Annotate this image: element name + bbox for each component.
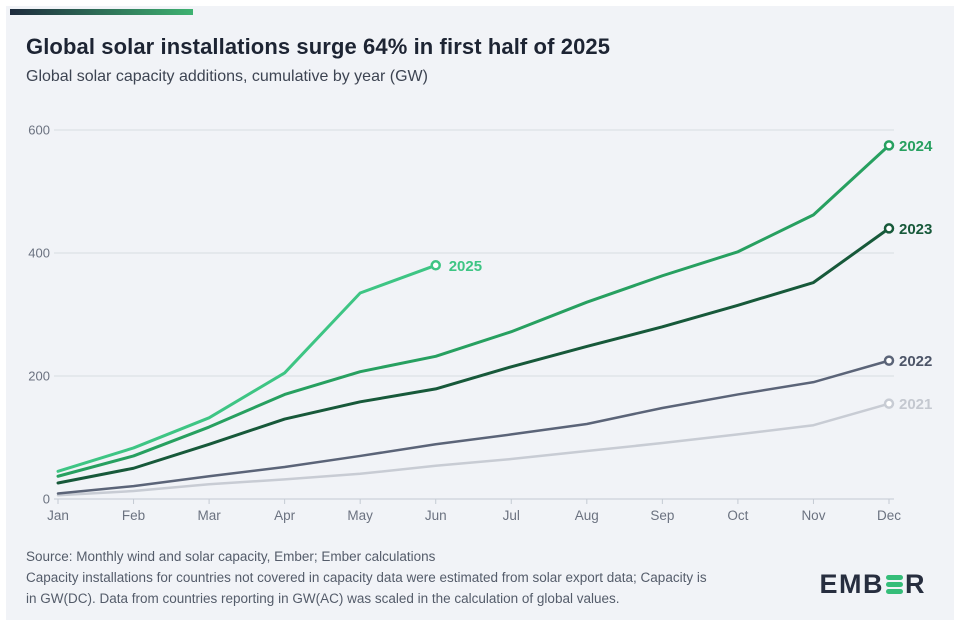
x-tick-label-Mar: Mar	[197, 508, 221, 523]
series-line-2025	[56, 263, 438, 473]
x-tick-label-Apr: Apr	[274, 508, 296, 523]
ember-logo-text-right: R	[905, 569, 926, 599]
x-tick-label-Oct: Oct	[727, 508, 748, 523]
y-tick-label-0: 0	[43, 492, 50, 507]
series-label-2021: 2021	[899, 396, 932, 413]
series-label-2024: 2024	[899, 138, 933, 155]
accent-bar	[10, 9, 193, 15]
x-tick-label-Nov: Nov	[801, 508, 825, 523]
series-endpoint-marker-2025	[430, 260, 441, 271]
source-line-1: Source: Monthly wind and solar capacity,…	[26, 549, 436, 564]
x-tick-label-Jul: Jul	[503, 508, 520, 523]
solar-installations-line-chart: 0 200 400 600 Jan Feb Mar Apr May Jun Jul Aug Sep Oct…	[28, 123, 933, 524]
x-tick-label-Sep: Sep	[650, 508, 674, 523]
series-endpoint-marker-2024	[883, 140, 895, 151]
series-line-2024	[56, 143, 891, 478]
series-endpoint-marker-2021	[883, 398, 895, 409]
y-tick-label-400: 400	[28, 246, 50, 261]
chart-subtitle: Global solar capacity additions, cumulat…	[26, 68, 428, 85]
series-label-2022: 2022	[899, 353, 932, 370]
chart-card: Global solar installations surge 64% in …	[6, 6, 954, 620]
series-endpoint-marker-2023	[883, 223, 895, 234]
source-line-3: in GW(DC). Data from countries reporting…	[26, 591, 620, 606]
x-tick-label-Feb: Feb	[122, 508, 145, 523]
series-line-2022	[56, 359, 891, 495]
series-line-2021	[56, 402, 891, 497]
ember-logo-e-bars-icon	[886, 574, 903, 595]
x-tick-label-Dec: Dec	[877, 508, 901, 523]
y-tick-label-200: 200	[28, 369, 50, 384]
series-label-2023: 2023	[899, 221, 932, 238]
ember-logo: EMB R	[820, 569, 927, 600]
series-line-2023	[56, 226, 891, 485]
source-line-2: Capacity installations for countries not…	[26, 570, 707, 585]
x-tick-label-May: May	[347, 508, 373, 523]
series-endpoint-marker-2022	[883, 355, 895, 366]
x-tick-label-Jan: Jan	[47, 508, 69, 523]
ember-logo-text-left: EMB	[819, 569, 884, 599]
x-tick-label-Jun: Jun	[425, 508, 447, 523]
series-label-2025: 2025	[449, 258, 482, 275]
y-tick-label-600: 600	[28, 123, 50, 138]
page-title: Global solar installations surge 64% in …	[26, 34, 611, 59]
source-note: Source: Monthly wind and solar capacity,…	[26, 546, 816, 609]
x-tick-label-Aug: Aug	[575, 508, 599, 523]
